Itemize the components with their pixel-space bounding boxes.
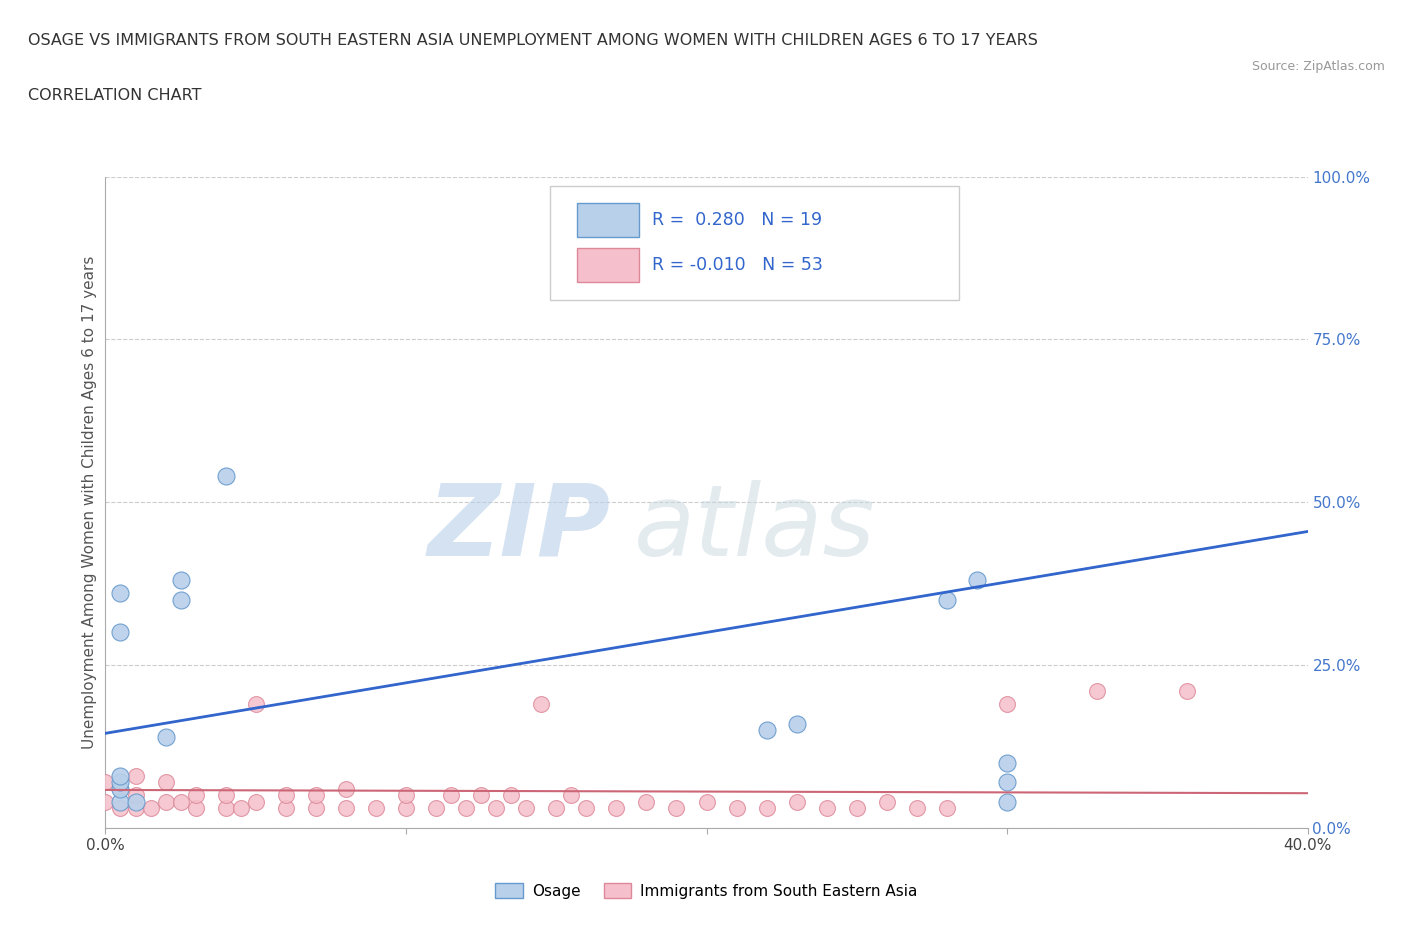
FancyBboxPatch shape xyxy=(576,248,640,282)
Point xyxy=(94,794,117,809)
Point xyxy=(110,768,132,783)
Point xyxy=(245,794,267,809)
FancyBboxPatch shape xyxy=(550,187,959,300)
Point xyxy=(214,801,236,816)
Point xyxy=(124,768,146,783)
Point xyxy=(124,801,146,816)
Point xyxy=(786,794,808,809)
Point xyxy=(425,801,447,816)
Point xyxy=(936,592,959,607)
Point xyxy=(905,801,928,816)
Point xyxy=(755,801,778,816)
FancyBboxPatch shape xyxy=(576,203,640,236)
Y-axis label: Unemployment Among Women with Children Ages 6 to 17 years: Unemployment Among Women with Children A… xyxy=(82,256,97,749)
Point xyxy=(575,801,598,816)
Point xyxy=(696,794,718,809)
Point xyxy=(229,801,252,816)
Point xyxy=(995,794,1018,809)
Point xyxy=(110,781,132,796)
Point xyxy=(936,801,959,816)
Text: Source: ZipAtlas.com: Source: ZipAtlas.com xyxy=(1251,60,1385,73)
Point xyxy=(335,801,357,816)
Point xyxy=(395,788,418,803)
Legend: Osage, Immigrants from South Eastern Asia: Osage, Immigrants from South Eastern Asi… xyxy=(489,876,924,905)
Point xyxy=(454,801,477,816)
Point xyxy=(560,788,582,803)
Point xyxy=(515,801,537,816)
Point xyxy=(155,729,177,744)
Point xyxy=(966,573,988,588)
Point xyxy=(501,788,523,803)
Point xyxy=(815,801,838,816)
Point xyxy=(155,775,177,790)
Point xyxy=(124,788,146,803)
Point xyxy=(305,801,328,816)
Point xyxy=(169,794,191,809)
Point xyxy=(110,801,132,816)
Point xyxy=(124,794,146,809)
Text: R = -0.010   N = 53: R = -0.010 N = 53 xyxy=(652,257,824,274)
Point xyxy=(110,794,132,809)
Point xyxy=(786,716,808,731)
Point xyxy=(815,202,838,217)
Point xyxy=(605,801,627,816)
Point xyxy=(110,586,132,601)
Text: R =  0.280   N = 19: R = 0.280 N = 19 xyxy=(652,211,823,229)
Point xyxy=(440,788,463,803)
Point xyxy=(485,801,508,816)
Text: atlas: atlas xyxy=(634,480,876,577)
Point xyxy=(169,573,191,588)
Point xyxy=(139,801,162,816)
Point xyxy=(665,801,688,816)
Point xyxy=(995,775,1018,790)
Point xyxy=(470,788,492,803)
Point xyxy=(845,801,868,816)
Point xyxy=(364,801,387,816)
Point xyxy=(725,801,748,816)
Text: CORRELATION CHART: CORRELATION CHART xyxy=(28,88,201,103)
Point xyxy=(546,801,568,816)
Point xyxy=(274,788,297,803)
Point xyxy=(995,697,1018,711)
Point xyxy=(110,625,132,640)
Point xyxy=(876,794,898,809)
Text: OSAGE VS IMMIGRANTS FROM SOUTH EASTERN ASIA UNEMPLOYMENT AMONG WOMEN WITH CHILDR: OSAGE VS IMMIGRANTS FROM SOUTH EASTERN A… xyxy=(28,33,1038,47)
Point xyxy=(245,697,267,711)
Point xyxy=(214,788,236,803)
Point xyxy=(169,592,191,607)
Point xyxy=(184,801,207,816)
Point xyxy=(110,781,132,796)
Point xyxy=(214,469,236,484)
Point xyxy=(530,697,553,711)
Point xyxy=(274,801,297,816)
Point xyxy=(155,794,177,809)
Point xyxy=(1175,684,1198,698)
Point xyxy=(636,794,658,809)
Point xyxy=(755,723,778,737)
Point xyxy=(110,775,132,790)
Point xyxy=(184,788,207,803)
Point xyxy=(395,801,418,816)
Point xyxy=(305,788,328,803)
Text: ZIP: ZIP xyxy=(427,480,610,577)
Point xyxy=(94,775,117,790)
Point xyxy=(995,755,1018,770)
Point xyxy=(335,781,357,796)
Point xyxy=(1085,684,1108,698)
